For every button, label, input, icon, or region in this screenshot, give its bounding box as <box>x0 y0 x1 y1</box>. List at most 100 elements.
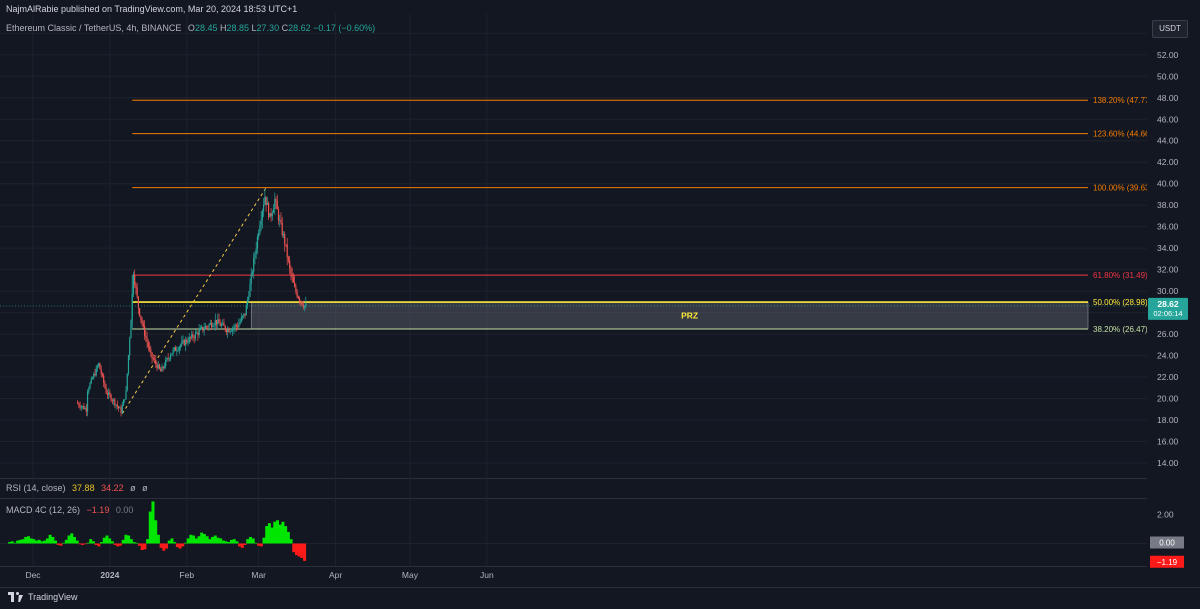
macd-bar <box>235 541 239 544</box>
macd-bar <box>270 527 274 544</box>
candle-body <box>144 325 146 336</box>
macd-bar <box>175 543 179 548</box>
candle-body <box>86 391 89 412</box>
candle-body <box>95 367 97 376</box>
candle-body <box>158 364 161 369</box>
candle-body <box>284 234 286 245</box>
time-axis[interactable]: Dec 2024 Feb Mar Apr May Jun <box>25 570 494 580</box>
symbol-legend[interactable]: Ethereum Classic / TetherUS, 4h, BINANCE… <box>6 23 375 33</box>
pair-label[interactable]: Ethereum Classic / TetherUS, 4h, BINANCE <box>6 23 182 33</box>
macd-bar <box>181 543 185 547</box>
candle-body <box>120 407 122 414</box>
candle-body <box>119 407 121 409</box>
macd-bar <box>29 538 33 544</box>
candle-body <box>234 325 236 328</box>
rsi-label[interactable]: RSI (14, close) <box>6 483 66 493</box>
candle-body <box>98 363 100 367</box>
macd-bar <box>43 540 47 544</box>
y-tick-label: 30.00 <box>1157 286 1179 296</box>
candle-body <box>184 340 187 346</box>
candle-body <box>83 406 85 410</box>
candle-body <box>188 337 190 343</box>
y-tick-label: 38.00 <box>1157 200 1179 210</box>
macd-bar <box>294 543 298 556</box>
x-tick-label: Mar <box>251 570 266 580</box>
macd-bar <box>173 542 177 544</box>
candle-body <box>163 366 166 368</box>
candle-body <box>127 355 130 374</box>
candle-body <box>201 326 203 329</box>
candle-body <box>222 323 224 325</box>
y-tick-label: 20.00 <box>1157 394 1179 404</box>
macd-bar <box>284 526 288 544</box>
candle-body <box>281 222 283 236</box>
candle-body <box>141 319 143 324</box>
macd-label[interactable]: MACD 4C (12, 26) <box>6 505 81 515</box>
high-value: 28.85 <box>226 23 250 33</box>
candle-body <box>212 326 214 328</box>
currency-button[interactable]: USDT <box>1152 20 1188 38</box>
y-tick-label: 16.00 <box>1157 436 1179 446</box>
candle-body <box>91 378 94 379</box>
macd-bar <box>300 543 304 558</box>
candle-body <box>131 293 133 321</box>
macd-bar <box>254 542 258 544</box>
candle-body <box>246 299 249 305</box>
candle-body <box>160 368 162 372</box>
macd-bar <box>286 531 290 544</box>
candle-body <box>243 313 245 316</box>
candle-body <box>88 388 90 392</box>
close-value: 28.62 <box>288 23 311 33</box>
macd-bar <box>289 539 293 544</box>
y-tick-label: 24.00 <box>1157 351 1179 361</box>
candle-body <box>209 323 211 325</box>
macd-bar <box>265 526 269 544</box>
y-tick-label: 32.00 <box>1157 265 1179 275</box>
rsi-value-2: 34.22 <box>101 483 124 493</box>
rsi-legend[interactable]: RSI (14, close) 37.88 34.22 ø ø <box>6 483 152 493</box>
macd-bar <box>238 543 242 547</box>
y-tick-label: 40.00 <box>1157 179 1179 189</box>
candle-body <box>220 324 223 326</box>
candle-body <box>183 340 185 346</box>
macd-bar <box>170 538 174 544</box>
x-tick-label: Dec <box>25 570 41 580</box>
candle-body <box>263 204 265 211</box>
macd-bar <box>186 538 190 544</box>
macd-value-2: 0.00 <box>115 505 134 515</box>
candle-body <box>125 390 127 400</box>
candle-body <box>167 358 169 359</box>
candle-body <box>100 369 102 374</box>
candle-body <box>233 327 235 329</box>
macd-bar <box>91 541 95 544</box>
candle-body <box>124 399 126 400</box>
macd-legend[interactable]: MACD 4C (12, 26) −1.19 0.00 <box>6 505 137 515</box>
candle-body <box>106 393 108 395</box>
macd-bar <box>75 540 79 544</box>
candle-body <box>139 308 141 316</box>
open-label: O <box>187 23 195 33</box>
macd-bar <box>178 543 182 549</box>
candle-body <box>255 248 257 255</box>
macd-bar <box>35 540 39 544</box>
candle-body <box>101 373 104 376</box>
macd-bar <box>105 535 109 544</box>
candle-body <box>89 383 91 389</box>
prz-label: PRZ <box>681 311 698 321</box>
tradingview-logo[interactable]: TradingView <box>8 592 78 602</box>
candle-body <box>294 282 296 287</box>
macd-bar <box>192 535 196 544</box>
macd-bar <box>45 538 49 544</box>
candle-body <box>259 225 261 234</box>
y-tick-label: 48.00 <box>1157 93 1179 103</box>
candle-body <box>202 326 204 331</box>
candle-body <box>198 329 200 336</box>
macd-bar <box>213 535 217 544</box>
macd-bar <box>202 534 206 544</box>
candle-body <box>300 301 302 303</box>
chart-canvas[interactable]: PRZ 138.20% (47.77) 123.60% (44.66) 100.00… <box>0 0 1200 587</box>
macd-bar <box>197 536 201 544</box>
macd-bar <box>102 537 106 544</box>
y-tick-label: 42.00 <box>1157 157 1179 167</box>
fib-label: 138.20% (47.77) <box>1093 96 1152 105</box>
